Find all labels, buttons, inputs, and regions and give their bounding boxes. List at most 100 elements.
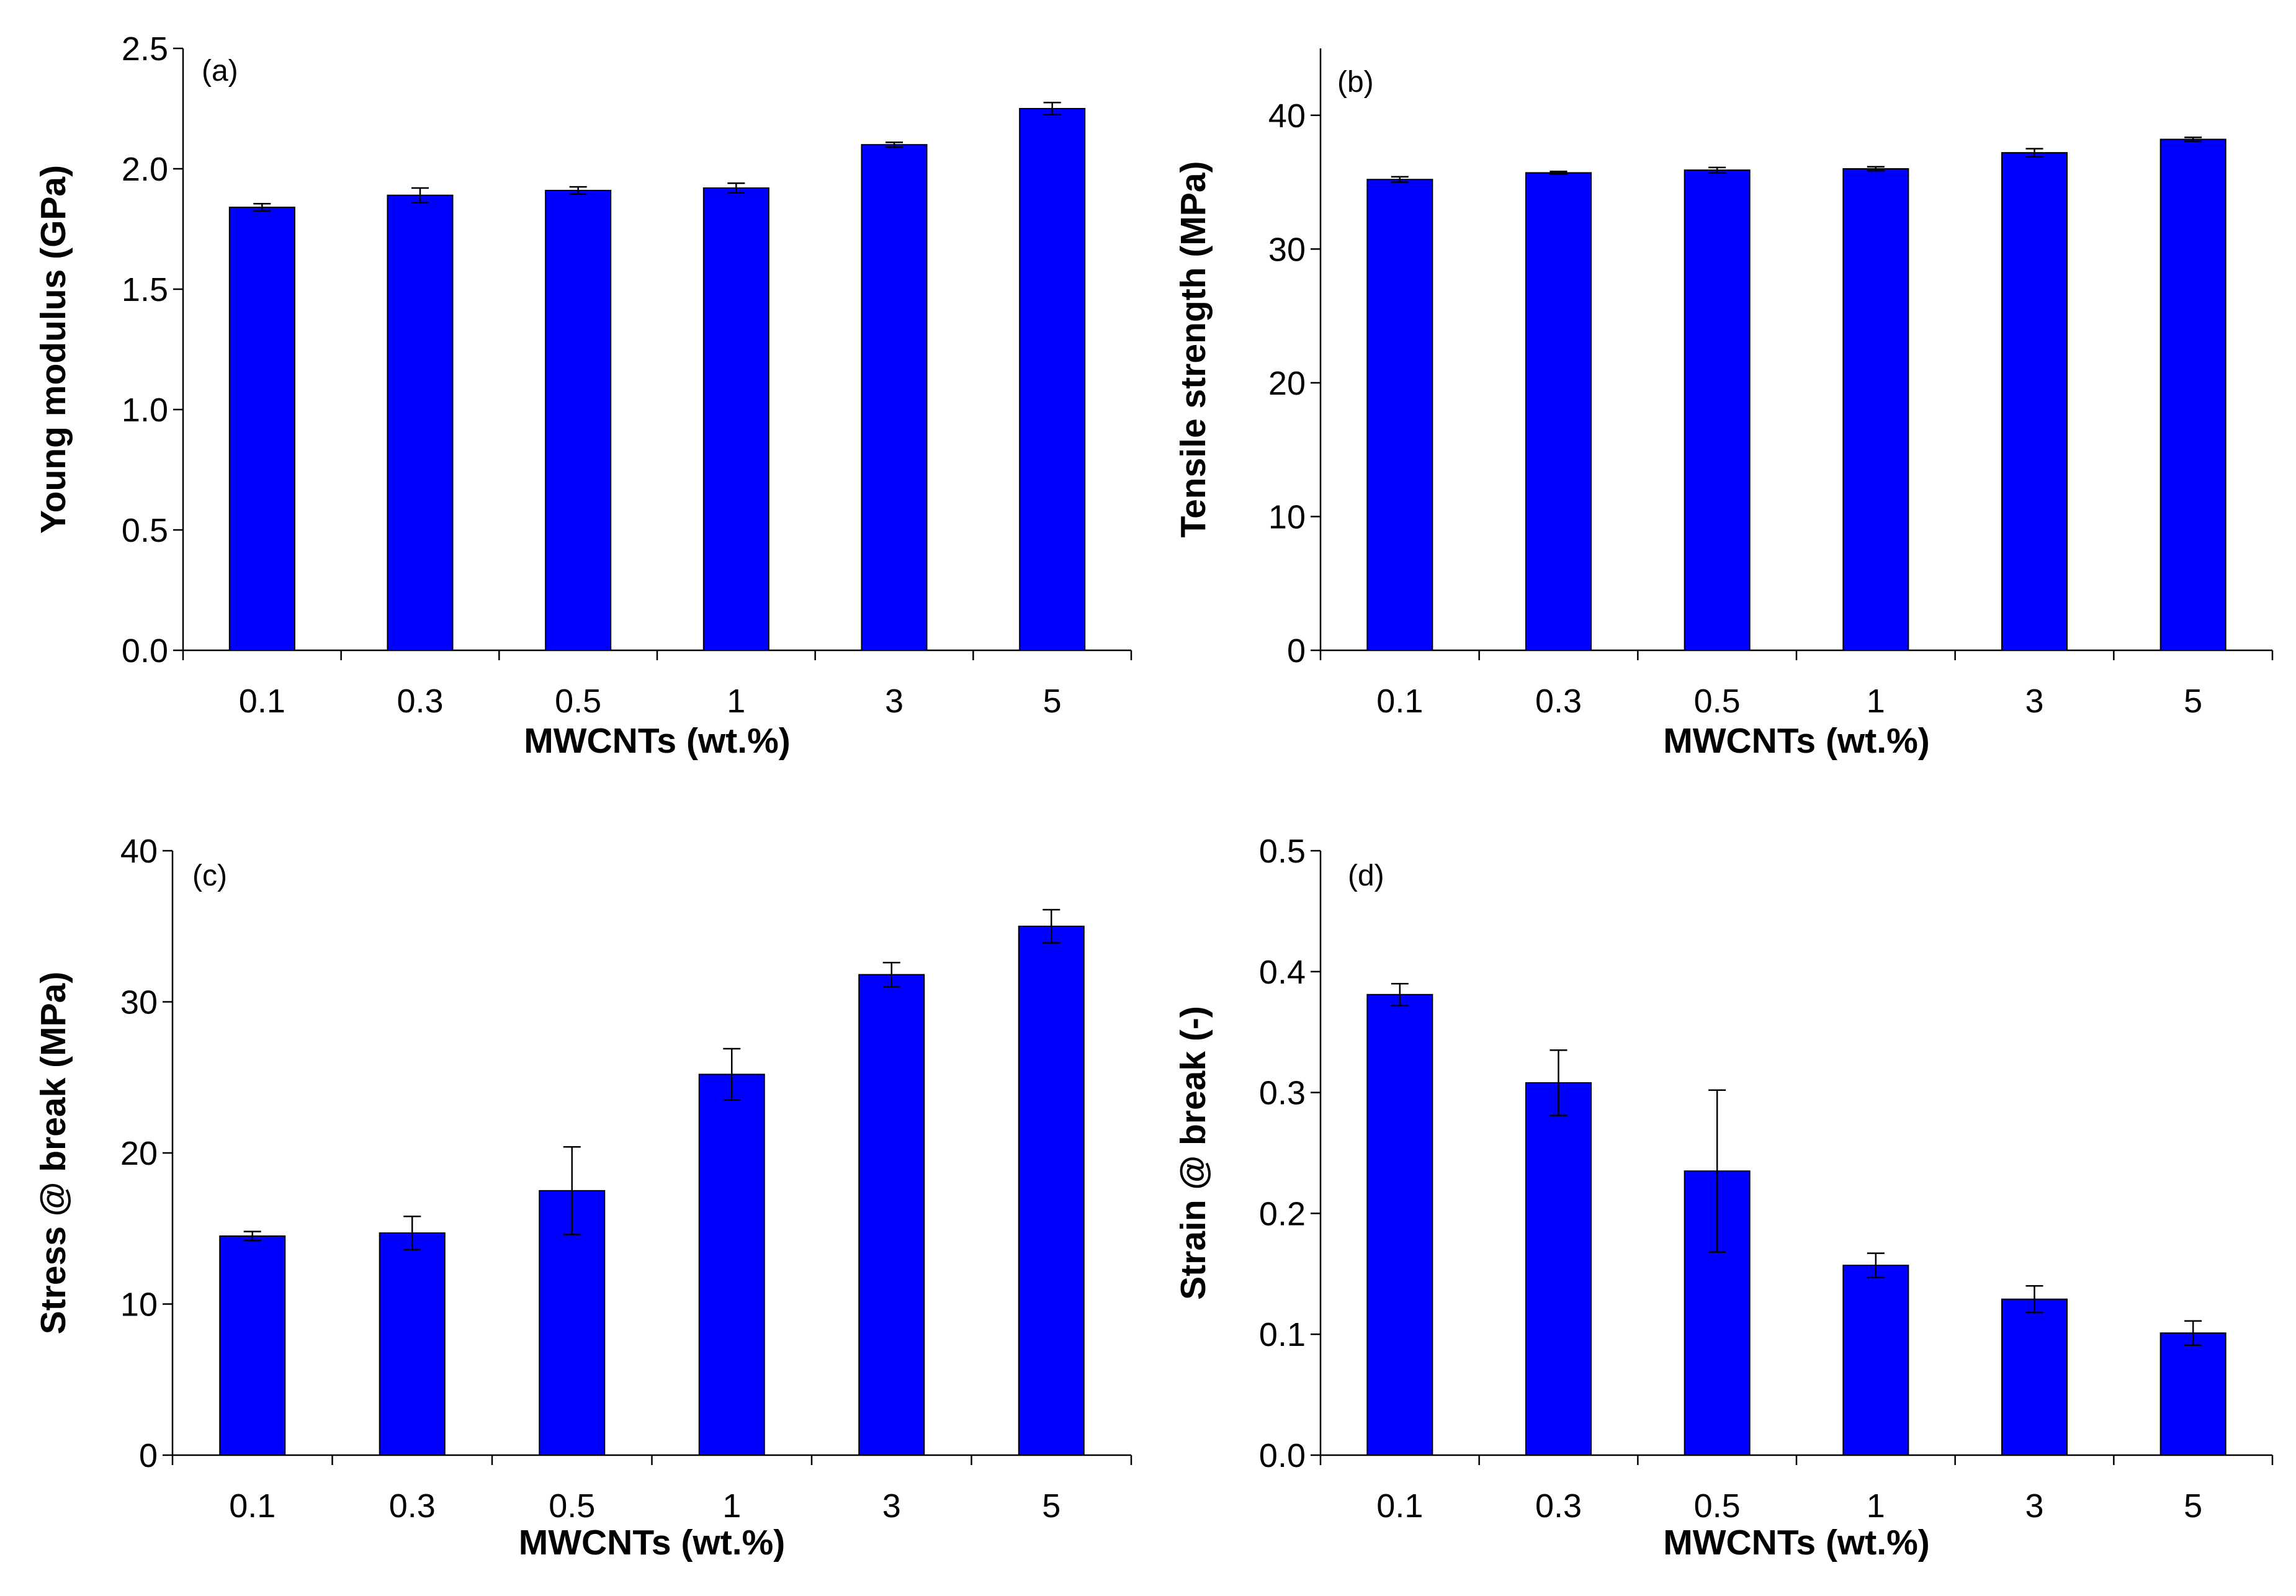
x-tick-label: 0.5	[1694, 683, 1741, 720]
error-bar	[1708, 1089, 1726, 1253]
y-tick-label: 40	[120, 833, 158, 870]
chart-panel-a: 0.0 0.5 1.0 1.5 2.0 2.5 0.1 0.3 0.5 1 3 5 MWCNTs (wt…	[34, 30, 1132, 761]
error-bar	[2025, 148, 2043, 158]
x-tick-label: 0.5	[1694, 1487, 1741, 1525]
error-bar	[1867, 166, 1885, 172]
bar-3	[2001, 1298, 2068, 1456]
x-tick-label: 0.3	[397, 683, 443, 720]
error-bar	[411, 187, 429, 204]
error-bar	[2184, 137, 2202, 143]
bar-0.1	[1366, 179, 1433, 651]
x-tick-label: 1	[727, 683, 745, 720]
x-tick-label: 1	[1867, 1487, 1885, 1525]
bar-0.1	[1366, 993, 1433, 1456]
y-tick-label: 0.5	[1259, 833, 1306, 870]
bar-0.5	[1684, 169, 1751, 651]
error-bar	[403, 1216, 421, 1251]
x-tick-label: 5	[2184, 1487, 2202, 1525]
y-tick-label: 2.5	[122, 30, 168, 68]
x-tick-label: 0.5	[549, 1487, 595, 1525]
error-bar	[2184, 1320, 2202, 1346]
panel-label: (b)	[1337, 66, 1374, 99]
bar-1	[702, 187, 769, 652]
error-bar	[243, 1231, 261, 1242]
bar-0.3	[379, 1232, 446, 1456]
error-bar	[1549, 171, 1567, 175]
error-bar	[1391, 176, 1409, 183]
bar-1	[698, 1074, 765, 1456]
x-tick-label: 0.3	[389, 1487, 436, 1525]
bar-0.5	[545, 189, 612, 652]
y-tick-label: 40	[1268, 97, 1306, 135]
bar-5	[2159, 1332, 2226, 1456]
y-tick-label: 1.5	[122, 271, 168, 308]
y-tick-label: 1.0	[122, 392, 168, 429]
error-bar	[1043, 102, 1061, 115]
y-tick-label: 10	[1268, 498, 1306, 536]
y-axis-title: Strain @ break (-)	[1173, 1006, 1213, 1300]
y-axis-title: Stress @ break (MPa)	[34, 972, 73, 1335]
bar-1	[1842, 168, 1909, 651]
bar-1	[1842, 1265, 1909, 1456]
error-bar	[1708, 166, 1726, 174]
y-tick-label: 10	[120, 1286, 158, 1324]
x-tick-label: 1	[1867, 683, 1885, 720]
y-tick-label: 30	[120, 984, 158, 1021]
error-bar	[882, 961, 900, 988]
x-tick-label: 3	[882, 1487, 901, 1525]
bar-0.3	[1525, 1082, 1592, 1456]
error-bar	[723, 1047, 741, 1101]
bar-5	[2159, 138, 2226, 652]
panel-label: (c)	[192, 859, 227, 892]
error-bar	[253, 203, 271, 212]
y-tick-label: 0.4	[1259, 954, 1306, 991]
error-bar	[886, 141, 903, 148]
error-bar	[1867, 1252, 1885, 1278]
x-tick-label: 3	[885, 683, 904, 720]
x-tick-label: 3	[2025, 683, 2043, 720]
panel-label: (a)	[202, 55, 238, 87]
bar-0.1	[228, 207, 295, 651]
x-tick-label: 5	[1042, 1487, 1061, 1525]
x-tick-label: 5	[2184, 683, 2202, 720]
error-bar	[563, 1146, 581, 1235]
y-tick-label: 0.2	[1259, 1195, 1306, 1232]
bar-5	[1018, 925, 1085, 1456]
x-tick-label: 0.1	[239, 683, 285, 720]
x-tick-label: 1	[722, 1487, 741, 1525]
y-tick-label: 0.3	[1259, 1075, 1306, 1112]
panel-label: (d)	[1348, 859, 1384, 892]
y-axis-title: Young modulus (GPa)	[34, 165, 73, 534]
y-tick-label: 20	[1268, 365, 1306, 402]
x-tick-label: 3	[2025, 1487, 2043, 1525]
y-tick-label: 0.5	[122, 512, 168, 549]
x-axis-title: MWCNTs (wt.%)	[524, 721, 791, 761]
bar-0.3	[387, 194, 454, 651]
bar-3	[861, 144, 928, 651]
x-axis-title: MWCNTs (wt.%)	[519, 1523, 786, 1562]
y-tick-label: 0	[1287, 632, 1306, 670]
error-bar	[727, 182, 745, 194]
x-tick-label: 0.1	[1376, 683, 1423, 720]
error-bar	[2025, 1285, 2043, 1314]
y-tick-label: 0.0	[1259, 1437, 1306, 1474]
y-tick-label: 30	[1268, 231, 1306, 268]
y-tick-label: 2.0	[122, 151, 168, 188]
x-tick-label: 0.1	[1376, 1487, 1423, 1525]
error-bar	[1549, 1049, 1567, 1116]
y-tick-label: 20	[120, 1135, 158, 1172]
bar-0.1	[219, 1235, 286, 1456]
x-tick-label: 0.3	[1535, 1487, 1582, 1525]
y-axis-title: Tensile strength (MPa)	[1173, 161, 1213, 537]
chart-panel-c: 0 10 20 30 40 0.1 0.3 0.5 1 3 5 MWCNTs (wt.%) Stress…	[34, 833, 1132, 1562]
x-tick-label: 0.1	[229, 1487, 276, 1525]
error-bar	[569, 186, 587, 195]
y-tick-label: 0.0	[122, 632, 168, 670]
error-bar	[1391, 983, 1409, 1006]
bar-3	[2001, 152, 2068, 651]
y-tick-label: 0.1	[1259, 1316, 1306, 1353]
x-axis-title: MWCNTs (wt.%)	[1663, 721, 1930, 761]
x-tick-label: 5	[1043, 683, 1062, 720]
x-tick-label: 0.3	[1535, 683, 1582, 720]
